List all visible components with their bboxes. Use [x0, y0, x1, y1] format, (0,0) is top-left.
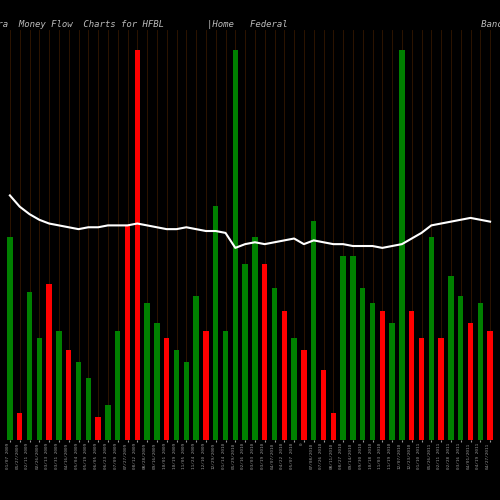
Bar — [488, 330, 493, 440]
Bar — [409, 311, 414, 440]
Bar — [340, 256, 346, 440]
Bar — [223, 330, 228, 440]
Bar — [458, 296, 464, 440]
Bar — [252, 237, 258, 440]
Bar — [154, 323, 160, 440]
Bar — [242, 264, 248, 440]
Bar — [448, 276, 454, 440]
Bar — [46, 284, 52, 440]
Bar — [292, 338, 297, 440]
Bar — [232, 50, 238, 440]
Bar — [115, 330, 120, 440]
Bar — [105, 405, 110, 440]
Bar — [36, 338, 42, 440]
Bar — [419, 338, 424, 440]
Bar — [174, 350, 179, 440]
Bar — [272, 288, 277, 440]
Bar — [194, 296, 199, 440]
Bar — [321, 370, 326, 440]
Bar — [360, 288, 366, 440]
Bar — [370, 304, 375, 440]
Bar — [27, 292, 32, 440]
Bar — [282, 311, 287, 440]
Bar — [184, 362, 189, 440]
Bar — [380, 311, 385, 440]
Bar — [17, 412, 22, 440]
Bar — [125, 225, 130, 440]
Bar — [213, 206, 218, 440]
Bar — [262, 264, 268, 440]
Bar — [7, 237, 12, 440]
Bar — [134, 50, 140, 440]
Bar — [164, 338, 170, 440]
Bar — [203, 330, 208, 440]
Bar — [330, 412, 336, 440]
Bar — [311, 222, 316, 440]
Bar — [438, 338, 444, 440]
Bar — [468, 323, 473, 440]
Bar — [478, 304, 483, 440]
Bar — [144, 304, 150, 440]
Text: Munafa­stra  Money Flow  Charts for HFBL        |Home   Federal                 : Munafa­stra Money Flow Charts for HFBL |… — [0, 20, 500, 29]
Bar — [76, 362, 81, 440]
Bar — [390, 323, 395, 440]
Bar — [56, 330, 62, 440]
Bar — [96, 416, 101, 440]
Bar — [66, 350, 71, 440]
Bar — [86, 378, 91, 440]
Bar — [301, 350, 306, 440]
Bar — [350, 256, 356, 440]
Bar — [399, 50, 404, 440]
Bar — [428, 237, 434, 440]
